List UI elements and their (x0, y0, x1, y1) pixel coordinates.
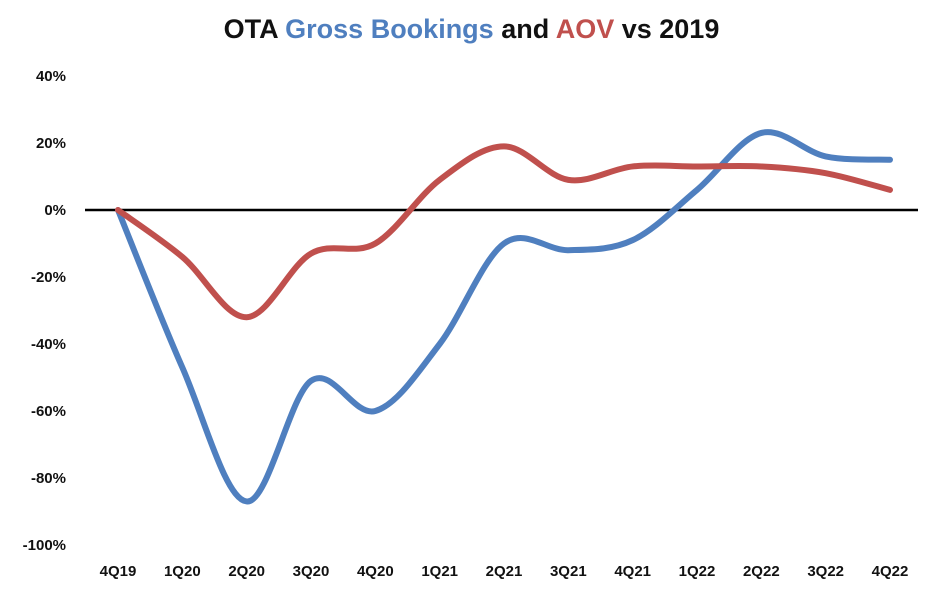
x-tick-label: 4Q22 (872, 563, 909, 580)
chart-title-part-1: Gross Bookings (285, 14, 494, 44)
y-tick-label: -60% (31, 403, 66, 420)
x-tick-label: 4Q19 (100, 563, 137, 580)
x-tick-label: 3Q20 (293, 563, 330, 580)
chart-title-part-3: AOV (555, 14, 615, 44)
y-tick-label: -40% (31, 336, 66, 353)
x-tick-label: 1Q20 (164, 563, 201, 580)
chart-title-part-0: OTA (223, 14, 286, 44)
x-tick-label: 2Q21 (486, 563, 523, 580)
x-tick-label: 4Q20 (357, 563, 394, 580)
y-tick-label: -20% (31, 269, 66, 286)
y-axis-ticks: 40% 20% 0% -20% -40% -60% -80% -100% (23, 68, 66, 554)
x-tick-label: 4Q21 (614, 563, 651, 580)
y-tick-label: -100% (23, 537, 66, 554)
y-tick-label: -80% (31, 470, 66, 487)
chart-title: OTA Gross Bookings and AOV vs 2019 (0, 14, 943, 45)
y-tick-label: 0% (44, 202, 66, 219)
series-line-aov (115, 143, 893, 321)
x-tick-label: 1Q21 (421, 563, 458, 580)
y-tick-label: 20% (36, 135, 66, 152)
series-layer (115, 129, 893, 505)
y-tick-label: 40% (36, 68, 66, 85)
chart-title-part-2: and (493, 14, 556, 44)
x-axis-ticks: 4Q19 1Q20 2Q20 3Q20 4Q20 1Q21 2Q21 3Q21 4Q21 1Q22… (100, 563, 909, 580)
x-tick-label: 1Q22 (679, 563, 716, 580)
series-line-gross-bookings (115, 129, 893, 505)
x-tick-label: 2Q22 (743, 563, 780, 580)
x-tick-label: 2Q20 (228, 563, 265, 580)
x-tick-label: 3Q21 (550, 563, 587, 580)
chart-title-part-4: vs 2019 (614, 14, 720, 44)
x-tick-label: 3Q22 (807, 563, 844, 580)
